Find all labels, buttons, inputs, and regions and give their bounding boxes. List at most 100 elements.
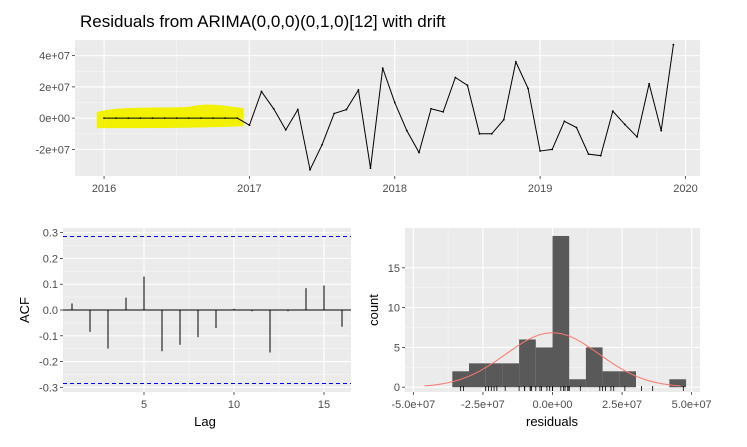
histogram-bar (585, 347, 603, 388)
residual-time-series-panel: 2016 2017 2018 2019 2020 -2e+07 0e+00 2e+07 4e+0… (35, 40, 700, 195)
histogram-bar (535, 347, 553, 388)
acf-axis-ticks: 5 10 15 -0.3 -0.2 -0.1 0.0 0.1 0.2 0.3 (39, 228, 330, 411)
histogram-bar (552, 235, 570, 388)
residual-point (296, 108, 299, 111)
residual-axis-ticks: 2016 2017 2018 2019 2020 -2e+07 0e+00 2e+07 4e+0… (35, 51, 697, 195)
residual-point (527, 87, 529, 90)
y-tick-label: 10 (388, 303, 400, 315)
histogram-x-axis-label: residuals (526, 414, 579, 429)
histogram-bar (502, 363, 520, 388)
residual-point (393, 101, 396, 104)
residual-point (175, 117, 178, 120)
residual-point (357, 89, 360, 91)
y-tick-label: 0.3 (43, 228, 58, 240)
residual-point (127, 117, 130, 120)
x-tick-label: 0.0e+00 (532, 399, 572, 411)
histogram-bar (469, 363, 486, 388)
histogram-bars (452, 235, 687, 388)
x-tick-label: 15 (318, 399, 330, 411)
residual-point (139, 117, 142, 120)
residual-point (672, 43, 675, 46)
histogram-rug (460, 386, 684, 391)
residual-point (490, 132, 493, 135)
acf-y-axis-label: ACF (17, 297, 32, 323)
residual-point (345, 108, 348, 111)
residual-point (103, 117, 105, 120)
x-tick-label: 2018 (383, 183, 407, 195)
acf-panel: 5 10 15 -0.3 -0.2 -0.1 0.0 0.1 0.2 0.3 Lag ACF (17, 228, 351, 429)
residual-point (563, 120, 566, 123)
residual-point (333, 112, 336, 115)
histogram-density-curve (424, 332, 681, 387)
histogram-axis-ticks: -5.0e+07 -2.5e+07 0.0e+00 2.5e+07 5.0e+07 0 5 1… (388, 263, 712, 411)
x-tick-label: 10 (228, 399, 240, 411)
residual-gridlines (75, 40, 700, 176)
normal-density-curve (424, 332, 681, 387)
residual-highlight-annotation (96, 104, 244, 129)
residual-point (381, 67, 384, 70)
residual-point (163, 117, 166, 120)
residual-point (418, 151, 420, 154)
residual-point (514, 60, 517, 63)
residual-point (611, 110, 614, 113)
residual-point (587, 153, 590, 156)
histogram-bar (669, 379, 687, 388)
residual-point (260, 90, 263, 93)
residual-point (623, 123, 626, 126)
residual-point (200, 117, 202, 120)
y-tick-label: -0.3 (39, 382, 58, 394)
residual-point (648, 82, 651, 85)
residual-point (284, 128, 287, 131)
residual-point (454, 76, 457, 79)
residual-point (309, 168, 311, 171)
x-tick-label: 2017 (237, 183, 261, 195)
acf-x-axis-label: Lag (194, 414, 216, 429)
histogram-bar (519, 339, 536, 388)
residual-point (369, 167, 372, 170)
y-tick-label: -2e+07 (35, 144, 70, 156)
acf-bars (63, 236, 351, 384)
histogram-bar (569, 379, 586, 388)
residual-point (575, 126, 578, 129)
residual-point (539, 150, 542, 152)
y-tick-label: 0 (394, 382, 400, 394)
residual-point (248, 124, 251, 127)
residual-point (551, 148, 554, 151)
histogram-bar (619, 371, 636, 388)
residual-point (405, 129, 408, 132)
residual-point (187, 117, 190, 120)
y-tick-label: 0.1 (43, 279, 58, 291)
x-tick-label: -5.0e+07 (391, 399, 435, 411)
residual-point (599, 154, 602, 157)
histogram-bar (602, 371, 620, 388)
residual-point (660, 129, 663, 132)
residual-point (272, 107, 275, 110)
y-tick-label: 0.2 (43, 253, 58, 265)
chart-title: Residuals from ARIMA(0,0,0)(0,1,0)[12] w… (80, 12, 446, 31)
highlight-blob (96, 104, 244, 129)
x-tick-label: 2019 (528, 183, 552, 195)
residual-point (321, 143, 323, 146)
residual-point (502, 118, 505, 121)
x-tick-label: 2016 (92, 183, 116, 195)
residual-point (466, 84, 469, 87)
residual-point (478, 132, 481, 135)
residual-series (103, 43, 675, 172)
y-tick-label: -0.1 (39, 331, 58, 343)
residual-point (636, 136, 638, 138)
y-tick-label: 0e+00 (39, 113, 70, 125)
y-tick-label: 0.0 (43, 305, 58, 317)
residual-point (430, 107, 433, 110)
x-tick-label: -2.5e+07 (461, 399, 505, 411)
x-tick-label: 2020 (673, 183, 697, 195)
x-tick-label: 5 (141, 399, 147, 411)
y-tick-label: 2e+07 (39, 82, 70, 94)
x-tick-label: 2.5e+07 (602, 399, 642, 411)
y-tick-label: 15 (388, 263, 400, 275)
x-tick-label: 5.0e+07 (672, 399, 712, 411)
y-tick-label: 5 (394, 342, 400, 354)
residual-point (115, 117, 118, 120)
y-tick-label: 4e+07 (39, 51, 70, 63)
histogram-bar (485, 363, 503, 388)
